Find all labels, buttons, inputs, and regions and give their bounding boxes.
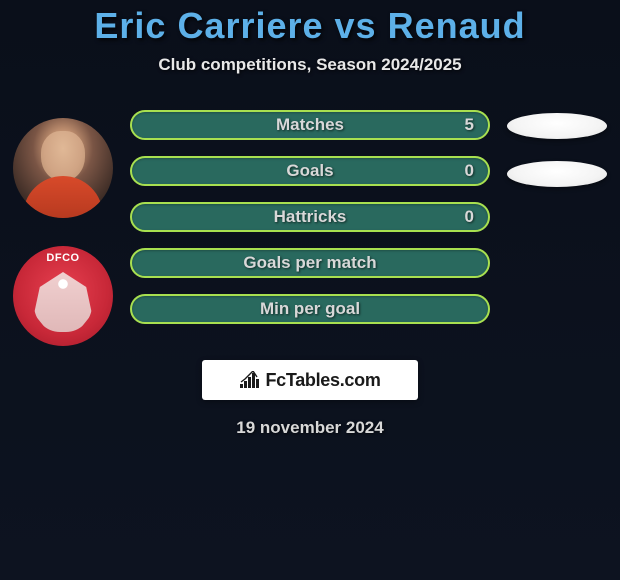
stat-label: Hattricks bbox=[274, 207, 347, 227]
stat-bar-hattricks: Hattricks 0 bbox=[130, 202, 490, 232]
brand-chart-icon bbox=[239, 371, 261, 389]
right-pills-column bbox=[502, 110, 612, 187]
brand-text: FcTables.com bbox=[265, 370, 380, 391]
subtitle: Club competitions, Season 2024/2025 bbox=[0, 55, 620, 75]
stat-value: 0 bbox=[465, 207, 474, 227]
page-title: Eric Carriere vs Renaud bbox=[0, 5, 620, 47]
player2-avatar bbox=[13, 246, 113, 346]
comparison-pill bbox=[507, 161, 607, 187]
stat-label: Min per goal bbox=[260, 299, 360, 319]
stat-value: 5 bbox=[465, 115, 474, 135]
date-label: 19 november 2024 bbox=[0, 418, 620, 438]
stat-label: Goals bbox=[286, 161, 333, 181]
stat-label: Matches bbox=[276, 115, 344, 135]
stat-bar-goals-per-match: Goals per match bbox=[130, 248, 490, 278]
stats-column: Matches 5 Goals 0 Hattricks 0 Goals per … bbox=[130, 110, 490, 324]
brand-badge: FcTables.com bbox=[202, 360, 418, 400]
players-column bbox=[8, 110, 118, 346]
stat-bar-goals: Goals 0 bbox=[130, 156, 490, 186]
comparison-pill bbox=[507, 113, 607, 139]
stat-bar-min-per-goal: Min per goal bbox=[130, 294, 490, 324]
stat-label: Goals per match bbox=[243, 253, 376, 273]
player1-avatar bbox=[13, 118, 113, 218]
stat-bar-matches: Matches 5 bbox=[130, 110, 490, 140]
stat-value: 0 bbox=[465, 161, 474, 181]
